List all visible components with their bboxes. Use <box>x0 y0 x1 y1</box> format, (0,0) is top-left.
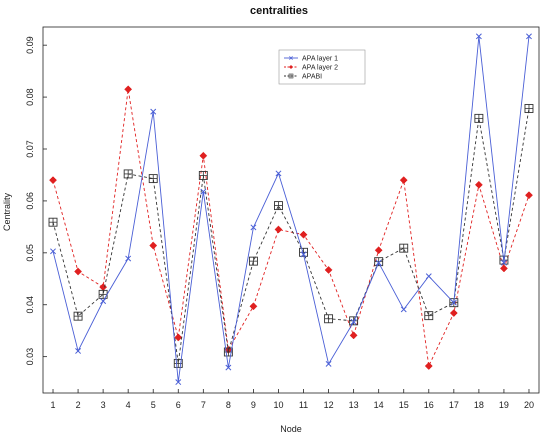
data-point <box>125 255 132 262</box>
legend: APA layer 1 APA layer 2 APABI <box>278 49 366 85</box>
x-tick-label: 18 <box>474 400 484 410</box>
data-point <box>524 104 534 113</box>
y-axis-label: Centrality <box>2 192 12 231</box>
data-point <box>124 85 133 94</box>
data-point <box>499 264 508 273</box>
data-point <box>500 259 507 266</box>
y-tick-label: 0.09 <box>25 36 35 54</box>
series-line <box>52 89 530 368</box>
x-tick-label: 12 <box>324 400 334 410</box>
data-point <box>175 379 182 386</box>
data-point <box>123 169 133 179</box>
y-tick-label: 0.04 <box>25 296 35 314</box>
data-point <box>75 347 82 354</box>
data-point <box>225 364 232 371</box>
series-line <box>52 36 530 383</box>
data-point <box>200 188 207 195</box>
x-tick-label: 15 <box>399 400 409 410</box>
data-point <box>399 243 409 253</box>
data-point <box>424 362 433 370</box>
y-tick-label: 0.06 <box>25 192 35 210</box>
data-point <box>248 256 258 266</box>
data-point <box>525 191 533 200</box>
data-point <box>300 251 307 258</box>
x-tick-label: 14 <box>374 400 384 410</box>
data-point <box>299 230 308 239</box>
data-point <box>399 176 408 185</box>
x-tick-label: 19 <box>499 400 509 410</box>
data-point <box>400 306 407 313</box>
x-tick-label: 3 <box>101 400 106 410</box>
data-point <box>374 246 383 255</box>
data-point <box>48 217 58 227</box>
data-point <box>424 311 434 321</box>
data-point <box>148 174 158 184</box>
chart-title: centralities <box>250 5 308 17</box>
series-layer <box>48 33 534 386</box>
data-point <box>374 257 384 267</box>
legend-label: APA layer 2 <box>302 65 338 72</box>
data-point <box>50 248 56 255</box>
data-point <box>324 266 333 274</box>
x-tick-label: 5 <box>151 400 156 410</box>
data-point <box>274 201 283 211</box>
data-point <box>450 299 457 306</box>
y-tick-label: 0.07 <box>25 140 35 158</box>
data-point <box>349 331 358 340</box>
data-point <box>73 311 83 321</box>
x-axis: 1 2 3 4 5 6 7 8 9 10 11 12 13 14 15 16 17 18 19 20 <box>51 389 534 410</box>
y-tick-label: 0.05 <box>25 244 35 262</box>
data-point <box>199 151 208 160</box>
data-point <box>325 360 332 367</box>
data-point <box>249 302 258 311</box>
x-tick-label: 11 <box>299 400 308 410</box>
legend-label: APABI <box>302 74 322 81</box>
x-tick-label: 2 <box>76 400 81 410</box>
x-tick-label: 10 <box>273 400 283 410</box>
data-point <box>149 241 158 250</box>
legend-item: APA layer 1 <box>284 56 338 63</box>
data-point <box>49 176 57 185</box>
x-tick-label: 1 <box>51 400 56 410</box>
data-point <box>375 259 382 266</box>
data-point <box>250 224 257 231</box>
x-tick-label: 9 <box>251 400 256 410</box>
data-point <box>74 267 83 276</box>
series-1 <box>49 85 533 370</box>
data-point <box>526 33 532 40</box>
x-tick-label: 13 <box>349 400 359 410</box>
data-point <box>100 298 107 305</box>
data-point <box>475 33 482 40</box>
data-point <box>274 225 283 234</box>
x-axis-label: Node <box>280 424 302 434</box>
x-tick-label: 4 <box>126 400 131 410</box>
data-point <box>474 113 484 123</box>
x-tick-label: 20 <box>524 400 534 410</box>
data-point <box>275 170 282 177</box>
data-point <box>198 171 208 180</box>
legend-item: APABI <box>284 74 322 81</box>
data-point <box>474 180 483 189</box>
x-tick-label: 16 <box>424 400 434 410</box>
data-point <box>425 273 432 280</box>
y-tick-label: 0.08 <box>25 88 35 106</box>
data-point <box>174 333 183 342</box>
x-tick-label: 6 <box>176 400 181 410</box>
legend-item: APA layer 2 <box>284 65 338 72</box>
series-0 <box>50 33 532 386</box>
legend-label: APA layer 1 <box>302 56 338 63</box>
x-tick-label: 17 <box>449 400 459 410</box>
y-tick-label: 0.03 <box>25 348 35 366</box>
legend-box <box>278 49 366 85</box>
y-axis: 0.03 0.04 0.05 0.06 0.07 0.08 0.09 <box>25 36 47 365</box>
x-tick-label: 8 <box>226 400 231 410</box>
x-tick-label: 7 <box>201 400 206 410</box>
data-point <box>350 318 357 325</box>
data-point <box>150 108 157 115</box>
data-point <box>449 309 458 318</box>
data-point <box>324 314 334 324</box>
